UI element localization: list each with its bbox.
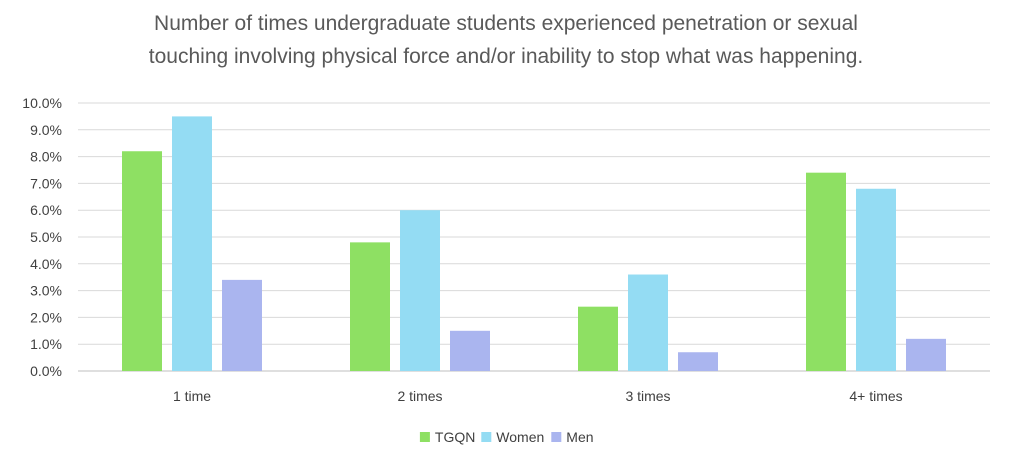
x-tick-label: 3 times xyxy=(625,388,670,404)
legend-swatch-men xyxy=(551,432,562,442)
bar-tgqn-4 xyxy=(806,172,846,371)
legend: TGQN Women Men xyxy=(419,429,594,445)
x-tick-label: 1 time xyxy=(173,388,211,404)
chart-title-line-1: Number of times undergraduate students e… xyxy=(154,12,858,35)
y-tick-label: 7.0% xyxy=(30,175,62,191)
y-tick-label: 8.0% xyxy=(30,149,62,165)
bar-men-3 xyxy=(678,352,718,371)
x-tick-label: 4+ times xyxy=(849,388,902,404)
gridlines xyxy=(78,102,990,372)
y-tick-label: 9.0% xyxy=(30,122,62,138)
x-tick-label: 2 times xyxy=(397,388,442,404)
y-axis-tick-labels: 0.0% 1.0% 2.0% 3.0% 4.0% 5.0% 6.0% 7.0% 8.0% 9.0%… xyxy=(22,95,62,379)
y-tick-label: 0.0% xyxy=(30,363,62,379)
legend-label-women: Women xyxy=(496,429,544,445)
y-tick-label: 1.0% xyxy=(30,336,62,352)
bar-women-3 xyxy=(628,274,668,371)
y-tick-label: 2.0% xyxy=(30,309,62,325)
chart-title-line-2: touching involving physical force and/or… xyxy=(149,45,863,68)
y-tick-label: 5.0% xyxy=(30,229,62,245)
bar-tgqn-3 xyxy=(578,306,618,371)
legend-swatch-women xyxy=(481,432,492,442)
bar-women-4 xyxy=(856,188,896,371)
y-tick-label: 4.0% xyxy=(30,256,62,272)
bar-tgqn-1 xyxy=(122,151,162,371)
bar-tgqn-2 xyxy=(350,242,390,371)
bar-men-2 xyxy=(450,330,490,371)
y-tick-label: 10.0% xyxy=(22,95,62,111)
legend-swatch-tgqn xyxy=(419,432,430,442)
legend-label-men: Men xyxy=(566,429,593,445)
bar-women-2 xyxy=(400,210,440,371)
bar-women-1 xyxy=(172,116,212,372)
y-tick-label: 6.0% xyxy=(30,202,62,218)
bar-men-1 xyxy=(222,279,262,371)
x-axis-tick-labels: 1 time 2 times 3 times 4+ times xyxy=(173,388,903,404)
bar-men-4 xyxy=(906,338,946,371)
y-tick-label: 3.0% xyxy=(30,283,62,299)
bars xyxy=(122,116,946,372)
legend-label-tgqn: TGQN xyxy=(435,429,475,445)
